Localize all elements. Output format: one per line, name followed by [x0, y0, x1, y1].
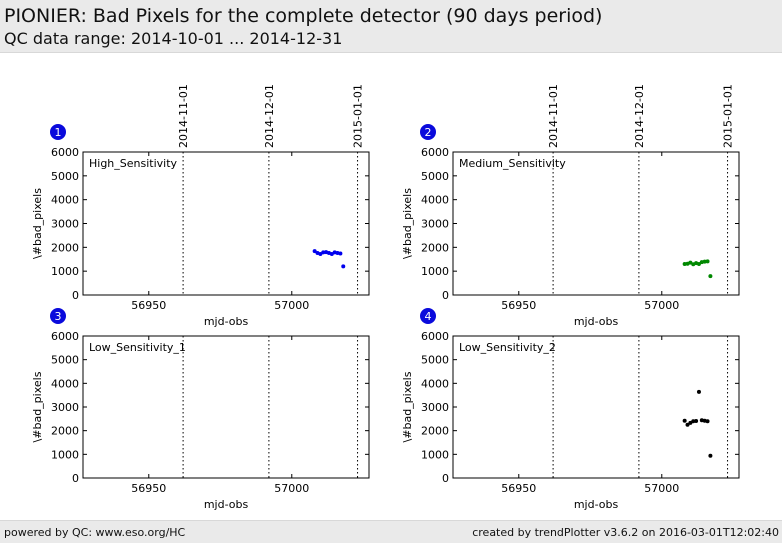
data-point: [705, 419, 710, 424]
y-tick-label: 4000: [51, 377, 79, 390]
y-tick-label: 3000: [51, 401, 79, 414]
y-tick-label: 6000: [421, 146, 449, 159]
data-point: [338, 251, 343, 256]
plot-number-badge: [420, 124, 436, 140]
plot-number-label: 3: [55, 310, 62, 323]
y-axis-label: \#bad_pixels: [401, 371, 414, 442]
y-tick-label: 6000: [51, 146, 79, 159]
x-tick-label: 56950: [501, 482, 536, 495]
y-tick-label: 4000: [421, 194, 449, 207]
y-tick-label: 2000: [421, 241, 449, 254]
y-tick-label: 1000: [421, 448, 449, 461]
y-tick-label: 1000: [51, 265, 79, 278]
plot-frame: [82, 335, 370, 479]
data-point: [682, 262, 687, 267]
y-axis-label: \#bad_pixels: [31, 371, 44, 442]
y-tick-label: 0: [442, 289, 449, 302]
y-tick-label: 5000: [421, 354, 449, 367]
x-axis-label: mjd-obs: [574, 498, 619, 511]
date-marker-label: 2015-01-01: [352, 84, 365, 148]
y-tick-label: 3000: [421, 218, 449, 231]
plot-frame: [82, 151, 370, 296]
x-axis-label: mjd-obs: [204, 498, 249, 511]
x-tick-label: 56950: [501, 299, 536, 312]
y-tick-label: 1000: [421, 265, 449, 278]
x-tick-label: 57000: [274, 482, 309, 495]
plot-frame: [452, 335, 740, 479]
data-point: [702, 259, 707, 264]
y-tick-label: 5000: [421, 170, 449, 183]
x-axis-label: mjd-obs: [574, 315, 619, 328]
data-point: [341, 264, 346, 269]
y-tick-label: 2000: [51, 241, 79, 254]
series-label: Low_Sensitivity_2: [459, 341, 556, 354]
y-tick-label: 4000: [421, 377, 449, 390]
report-footer: powered by QC: www.eso.org/HC created by…: [0, 520, 782, 543]
y-tick-label: 2000: [421, 425, 449, 438]
y-tick-label: 6000: [51, 330, 79, 343]
footer-powered-by: powered by QC: www.eso.org/HC: [4, 526, 186, 539]
plot-number-badge: [50, 124, 66, 140]
date-marker-label: 2014-12-01: [263, 84, 276, 148]
date-marker-label: 2014-12-01: [633, 84, 646, 148]
y-tick-label: 0: [72, 289, 79, 302]
data-point: [708, 453, 713, 458]
data-point: [694, 418, 699, 423]
page-subtitle: QC data range: 2014-10-01 ... 2014-12-31: [4, 29, 343, 48]
y-tick-label: 6000: [421, 330, 449, 343]
data-point: [685, 422, 690, 427]
x-axis-label: mjd-obs: [204, 315, 249, 328]
series-label: Low_Sensitivity_1: [89, 341, 186, 354]
x-tick-label: 56950: [131, 482, 166, 495]
y-tick-label: 5000: [51, 170, 79, 183]
footer-created-by: created by trendPlotter v3.6.2 on 2016-0…: [472, 526, 779, 539]
plot-number-label: 2: [425, 126, 432, 139]
data-point: [682, 418, 687, 423]
y-axis-label: \#bad_pixels: [401, 188, 414, 259]
x-tick-label: 57000: [274, 299, 309, 312]
series-label: High_Sensitivity: [89, 157, 178, 170]
date-marker-label: 2014-11-01: [177, 84, 190, 148]
y-tick-label: 2000: [51, 425, 79, 438]
x-tick-label: 57000: [644, 299, 679, 312]
y-tick-label: 4000: [51, 194, 79, 207]
page-title: PIONIER: Bad Pixels for the complete det…: [4, 5, 603, 27]
data-point: [312, 249, 317, 254]
date-marker-label: 2015-01-01: [722, 84, 735, 148]
data-point: [696, 262, 701, 267]
plot-number-badge: [50, 308, 66, 324]
plot-number-label: 1: [55, 126, 62, 139]
data-point: [691, 419, 696, 424]
y-tick-label: 0: [72, 472, 79, 485]
series-label: Medium_Sensitivity: [459, 157, 566, 170]
y-axis-label: \#bad_pixels: [31, 188, 44, 259]
report-header: PIONIER: Bad Pixels for the complete det…: [0, 0, 782, 53]
data-point: [708, 274, 713, 279]
plot-frame: [452, 151, 740, 296]
y-tick-label: 3000: [421, 401, 449, 414]
data-point: [696, 389, 701, 394]
y-tick-label: 1000: [51, 448, 79, 461]
y-tick-label: 0: [442, 472, 449, 485]
data-point: [705, 259, 710, 264]
x-tick-label: 56950: [131, 299, 166, 312]
date-marker-label: 2014-11-01: [547, 84, 560, 148]
y-tick-label: 5000: [51, 354, 79, 367]
plot-number-badge: [420, 308, 436, 324]
x-tick-label: 57000: [644, 482, 679, 495]
plot-number-label: 4: [425, 310, 432, 323]
data-point: [321, 250, 326, 255]
y-tick-label: 3000: [51, 218, 79, 231]
